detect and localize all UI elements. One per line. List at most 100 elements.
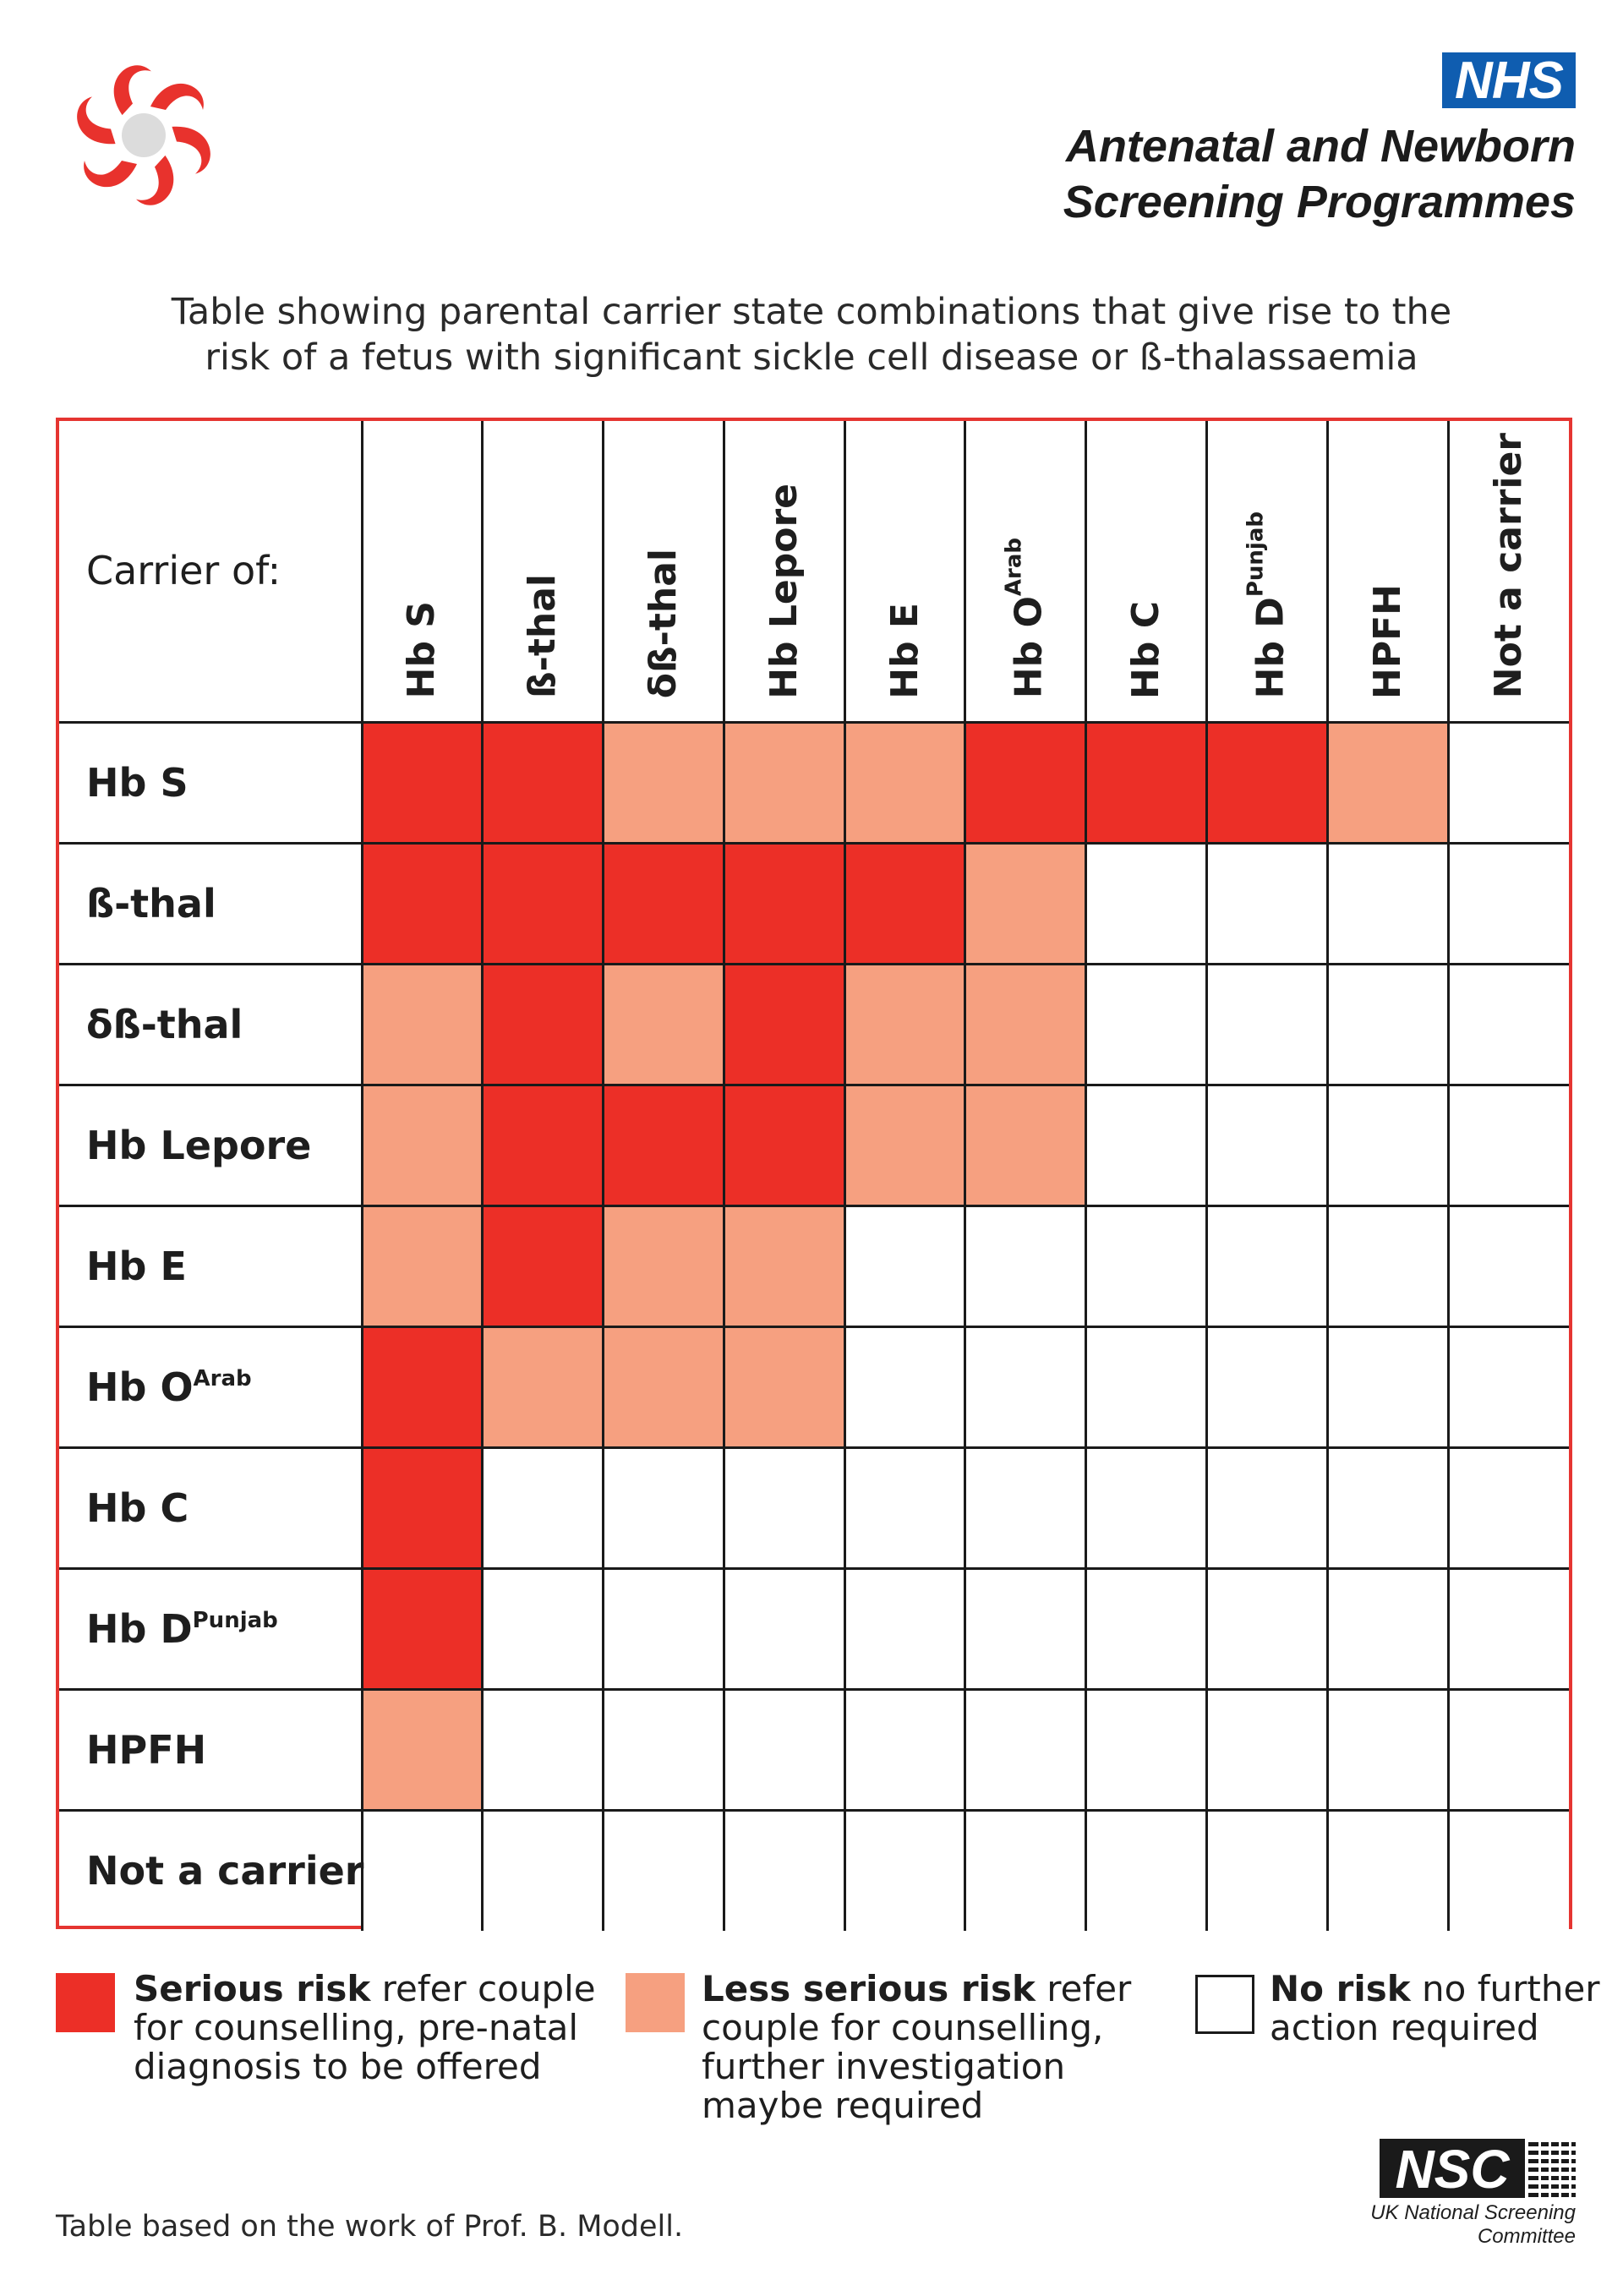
risk-cell-none — [1205, 962, 1329, 1086]
risk-cell-none — [964, 1808, 1088, 1931]
row-header-hb-s: Hb S — [59, 720, 363, 845]
column-header-base: Hb D — [1249, 597, 1292, 699]
legend-serious-description: refer couple for counselling, pre-natal … — [134, 1968, 596, 2087]
risk-cell-none — [1325, 1446, 1450, 1570]
risk-cell-none — [843, 1446, 967, 1570]
table-caption-line-1: Table showing parental carrier state com… — [171, 291, 1452, 333]
risk-cell-none — [1325, 1204, 1450, 1328]
column-header-hpfh: HPFH — [1325, 421, 1450, 724]
nhs-badge: NHS — [1442, 52, 1576, 110]
column-header-superscript: Arab — [1001, 538, 1027, 597]
row-header-base: Not a carrier — [86, 1848, 364, 1894]
column-header-label: Hb OArab — [1001, 538, 1051, 699]
risk-cell-none — [722, 1687, 846, 1812]
risk-cell-none — [602, 1446, 725, 1570]
legend-none-title: No risk — [1270, 1968, 1411, 2009]
risk-table: Carrier of: Hb S ß-thal δß-thal Hb Lepore Hb … — [56, 418, 1572, 1931]
risk-cell-none — [1085, 1566, 1209, 1691]
row-header-hb-c: Hb C — [59, 1446, 363, 1570]
legend-less-text: Less serious risk refer couple for couns… — [702, 1970, 1158, 2125]
risk-cell-none — [722, 1808, 846, 1931]
column-header-label: δß-thal — [641, 549, 685, 699]
risk-cell-none — [1085, 1083, 1209, 1207]
column-header-base: Hb Lepore — [762, 483, 806, 699]
table-row: δß-thal — [59, 962, 1569, 1086]
column-header-thal: ß-thal — [481, 421, 605, 724]
risk-cell-none — [843, 1808, 967, 1931]
risk-cell-serious — [360, 841, 484, 965]
risk-cell-none — [1325, 1687, 1450, 1812]
row-header-base: δß-thal — [86, 1001, 243, 1047]
legend-none-text: No risk no further action required — [1270, 1970, 1608, 2047]
risk-cell-none — [1325, 1083, 1450, 1207]
legend-none-swatch — [1195, 1975, 1254, 2034]
risk-cell-none — [1446, 841, 1569, 965]
risk-cell-none — [1205, 1204, 1329, 1328]
column-header-base: Hb S — [400, 601, 444, 699]
legend-serious-title: Serious risk — [134, 1968, 371, 2009]
risk-cell-serious — [481, 962, 605, 1086]
risk-cell-less — [602, 962, 725, 1086]
risk-cell-none — [1085, 1446, 1209, 1570]
header-row: Carrier of: Hb S ß-thal δß-thal Hb Lepore Hb … — [59, 421, 1569, 724]
row-header-hb-lepore: Hb Lepore — [59, 1083, 363, 1207]
risk-cell-less — [602, 1325, 725, 1449]
table-row: Hb DPunjab — [59, 1566, 1569, 1691]
risk-cell-none — [481, 1808, 605, 1931]
risk-cell-less — [360, 1083, 484, 1207]
risk-cell-serious — [481, 841, 605, 965]
column-header-label: Hb E — [883, 603, 926, 699]
risk-cell-none — [964, 1687, 1088, 1812]
risk-cell-none — [1205, 1566, 1329, 1691]
legend-serious-swatch — [56, 1973, 115, 2032]
risk-cell-none — [964, 1325, 1088, 1449]
risk-cell-less — [964, 962, 1088, 1086]
risk-cell-less — [481, 1325, 605, 1449]
risk-cell-none — [481, 1687, 605, 1812]
risk-cell-none — [1325, 1325, 1450, 1449]
risk-cell-serious — [602, 841, 725, 965]
column-header-base: Hb E — [883, 602, 926, 699]
risk-cell-less — [843, 1083, 967, 1207]
risk-cell-less — [722, 1204, 846, 1328]
column-header-hb-oarab: Hb OArab — [964, 421, 1088, 724]
risk-cell-none — [1205, 1808, 1329, 1931]
risk-cell-serious — [722, 841, 846, 965]
org-name-line-2: Screening Programmes — [1063, 177, 1576, 227]
legend-less-swatch — [626, 1973, 685, 2032]
risk-cell-serious — [722, 962, 846, 1086]
legend-less-title: Less serious risk — [702, 1968, 1036, 2009]
row-header-base: Hb D — [86, 1605, 193, 1652]
row-header-superscript: Arab — [193, 1365, 252, 1391]
column-header-base: Hb O — [1007, 596, 1051, 699]
table-row: Hb E — [59, 1204, 1569, 1328]
row-header-base: Hb O — [86, 1364, 194, 1410]
column-header-hb-s: Hb S — [360, 421, 484, 724]
risk-cell-serious — [1205, 720, 1329, 845]
row-header-hb-dpunjab: Hb DPunjab — [59, 1566, 363, 1691]
table-row: Hb OArab — [59, 1325, 1569, 1449]
risk-cell-serious — [843, 841, 967, 965]
nsc-caption-line-1: UK National Screening — [1370, 2201, 1576, 2224]
risk-cell-none — [1205, 1083, 1329, 1207]
column-header-base: δß-thal — [641, 549, 685, 699]
risk-cell-none — [1085, 1687, 1209, 1812]
row-header-base: Hb C — [86, 1484, 189, 1531]
column-header-hb-c: Hb C — [1085, 421, 1209, 724]
risk-cell-serious — [602, 1083, 725, 1207]
row-header-hpfh: HPFH — [59, 1687, 363, 1812]
risk-cell-none — [1325, 1566, 1450, 1691]
footnote: Table based on the work of Prof. B. Mode… — [56, 2210, 684, 2244]
column-header-label: HPFH — [1365, 583, 1409, 699]
row-header-base: HPFH — [86, 1726, 207, 1773]
column-header-base: Hb C — [1124, 600, 1168, 699]
risk-cell-none — [1446, 1566, 1569, 1691]
risk-cell-none — [1205, 1687, 1329, 1812]
table-row: HPFH — [59, 1687, 1569, 1812]
risk-cell-none — [964, 1204, 1088, 1328]
column-header-label: Hb Lepore — [762, 484, 806, 699]
risk-cell-none — [602, 1566, 725, 1691]
column-header-base: HPFH — [1365, 583, 1409, 699]
risk-cell-none — [1446, 1446, 1569, 1570]
risk-cell-none — [1205, 1446, 1329, 1570]
